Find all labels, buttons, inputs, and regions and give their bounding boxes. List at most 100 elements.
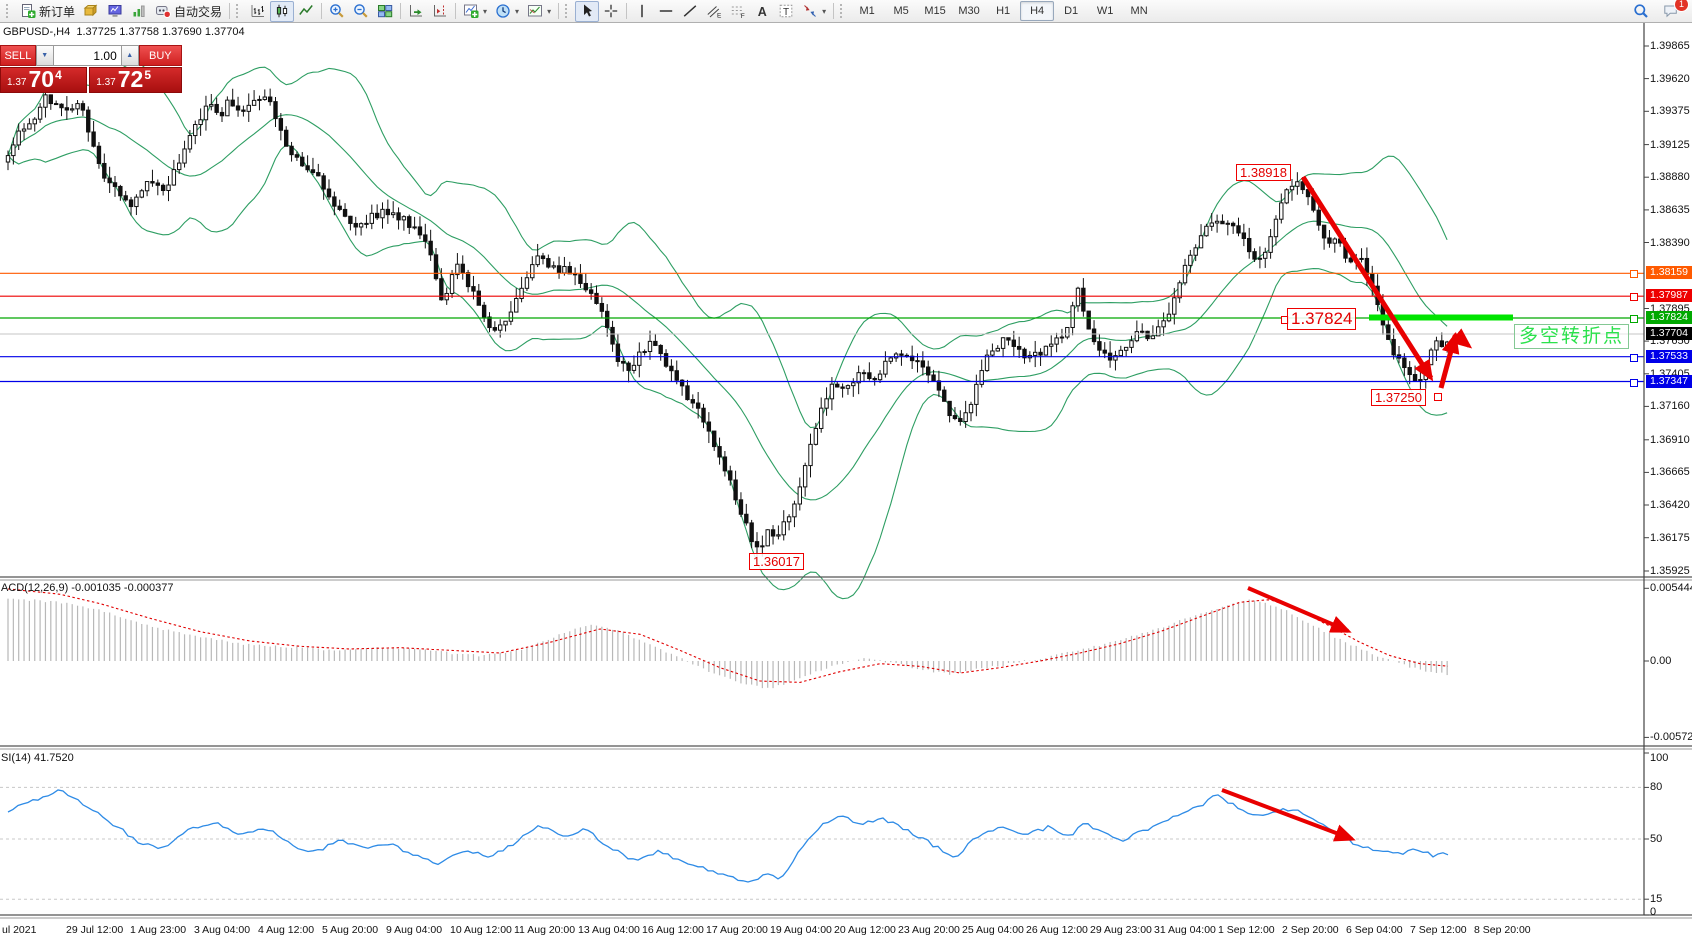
template-glyph [528,5,543,17]
timeframe-button-m15[interactable]: M15 [924,5,946,17]
metaeditor-button[interactable] [79,1,103,22]
sell-price-box[interactable]: 1.37 70 4 [0,67,88,93]
chart-shift-button[interactable] [428,1,452,22]
svg-text:A: A [758,5,767,19]
horizontal-line-button[interactable] [654,1,678,22]
search-button[interactable] [1629,1,1653,22]
rsi-axis-label: 80 [1650,781,1663,794]
sell-button[interactable]: SELL [0,45,36,66]
crosshair-button[interactable] [599,1,623,22]
dropdown-caret-icon: ▾ [515,6,520,16]
toolbar-separator [833,3,835,19]
standard-toolbar-group: 新订单 自动交易 [16,1,226,22]
buy-price-prefix: 1.37 [96,77,116,88]
timeframe-button-m30[interactable]: M30 [958,5,980,17]
svg-text:T: T [783,7,789,18]
volume-decrease-button[interactable]: ▼ [35,45,54,66]
auto-scroll-button[interactable] [404,1,428,22]
annotation-handle[interactable] [1434,393,1442,401]
macd-indicator [7,588,1449,689]
price-annotation[interactable]: 1.38918 [1236,164,1291,181]
timeframe-button-w1[interactable]: W1 [1096,5,1114,17]
main-toolbar: 新订单 自动交易 ▾ ▾ ▾ E F A T ▾ M1 M5 M15 M30 H1 H4 D1 W1 MN 1 [0,0,1692,23]
autotrading-button[interactable]: 自动交易 [151,1,226,22]
equidistant-channel-button[interactable]: E [702,1,726,22]
price-annotation[interactable]: 1.36017 [749,553,804,570]
trend-arrows [1221,175,1473,842]
vertical-line-button[interactable] [630,1,654,22]
chat-button[interactable]: 1 [1659,0,1689,22]
price-tick: 1.39125 [1650,138,1690,151]
time-axis-label: 13 Aug 04:00 [578,924,640,936]
chart-line-glyph [299,5,313,15]
time-axis-label: 4 Aug 12:00 [258,924,315,936]
signal-glyph [133,5,145,17]
cursor-glyph [584,4,593,17]
templates-button[interactable]: ▾ [523,1,555,22]
signals-button[interactable] [127,1,151,22]
price-tick: 1.36175 [1650,531,1690,544]
indicators-button[interactable]: ▾ [459,1,491,22]
timeframe-button-h1[interactable]: H1 [996,5,1011,17]
auto-scroll-glyph [410,5,423,17]
line-chart-button[interactable] [294,1,318,22]
buy-button[interactable]: BUY [138,45,182,66]
chart-toolbar-group: ▾ ▾ ▾ [246,0,555,22]
svg-text:E: E [717,13,722,20]
volume-increase-button[interactable]: ▲ [120,45,139,66]
time-axis-label: 29 Aug 23:00 [1090,924,1152,936]
price-level-label: 1.37533 [1646,349,1692,363]
sell-price-sup: 4 [55,68,62,82]
zoom-in-button[interactable] [325,1,349,22]
trendline-button[interactable] [678,1,702,22]
hline-handle[interactable] [1630,378,1638,387]
cursor-button[interactable] [575,0,600,22]
timeframe-button-m1[interactable]: M1 [859,5,875,17]
gold-box-glyph [83,4,98,17]
monitor-glyph [108,5,122,17]
time-axis-label: ul 2021 [2,924,37,936]
timeframe-button-mn[interactable]: MN [1130,5,1148,17]
tile-windows-button[interactable] [373,1,397,22]
price-annotation[interactable]: 1.37824 [1287,308,1357,330]
timeframe-button-h4[interactable]: H4 [1020,1,1055,21]
price-level-label: 1.37824 [1646,310,1692,324]
time-axis-label: 31 Aug 04:00 [1154,924,1216,936]
text-button[interactable]: A [750,1,774,22]
dropdown-caret-icon: ▾ [547,6,552,16]
periods-button[interactable]: ▾ [491,1,523,22]
text-label-button[interactable]: T [774,1,798,22]
hline-handle[interactable] [1630,314,1638,323]
zoom-out-button[interactable] [349,1,373,22]
buy-price-box[interactable]: 1.37 72 5 [89,67,182,93]
hline-handle[interactable] [1630,270,1638,279]
price-annotation[interactable]: 1.37250 [1371,389,1426,406]
zoom-out-glyph [354,4,368,18]
time-axis-label: 19 Aug 04:00 [770,924,832,936]
rsi-indicator [0,786,1644,900]
timeframe-button-m5[interactable]: M5 [893,5,909,17]
chart-shift-glyph [434,5,447,17]
hline-handle[interactable] [1630,353,1638,362]
time-axis-label: 9 Aug 04:00 [386,924,443,936]
rsi-axis-label: 15 [1650,893,1663,906]
bar-chart-button[interactable] [246,1,270,22]
notification-badge: 1 [1674,0,1689,12]
hline-handle[interactable] [1630,293,1638,302]
volume-input[interactable] [53,45,121,66]
market-watch-button[interactable] [103,1,127,22]
price-tick: 1.36910 [1650,433,1690,446]
price-level-label: 1.38159 [1646,266,1692,280]
new-order-button[interactable]: 新订单 [16,1,79,22]
candlestick-chart-button[interactable] [270,0,295,22]
doc-plus-glyph [22,4,36,18]
fibonacci-button[interactable]: F [726,1,750,22]
arrows-button[interactable]: ▾ [798,1,830,22]
current-price-label: 1.37704 [1646,326,1692,340]
timeframe-button-d1[interactable]: D1 [1064,5,1079,17]
turning-point-label[interactable]: 多空转折点 [1514,324,1630,349]
time-axis-label: 1 Sep 12:00 [1218,924,1275,936]
toolbar-right-group: 1 [1629,0,1689,22]
